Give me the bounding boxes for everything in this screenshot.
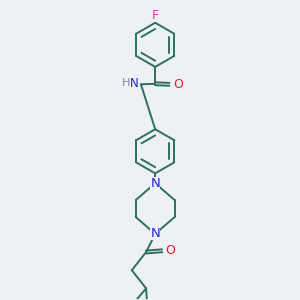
Text: H: H (122, 78, 130, 88)
Text: N: N (130, 76, 139, 89)
Text: O: O (173, 78, 183, 91)
Text: O: O (166, 244, 176, 257)
Text: N: N (150, 177, 160, 190)
Text: F: F (152, 9, 159, 22)
Text: N: N (150, 227, 160, 240)
